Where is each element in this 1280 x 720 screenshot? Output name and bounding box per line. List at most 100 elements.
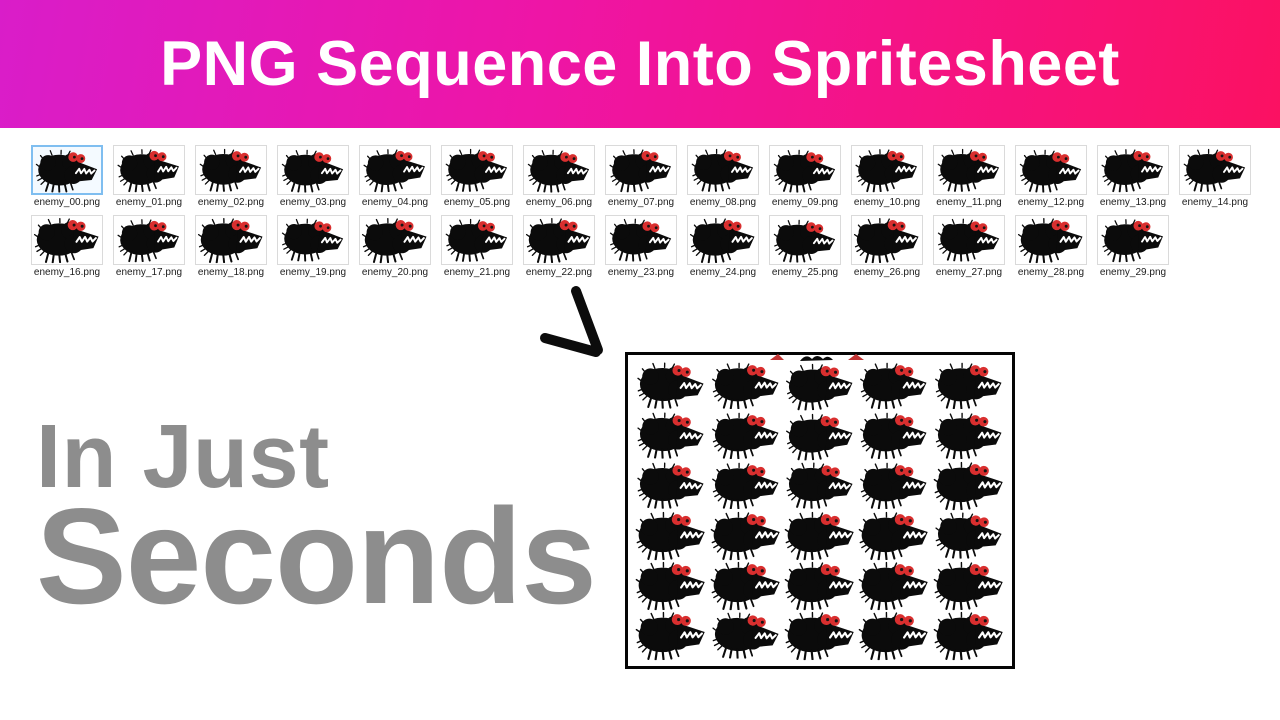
file-thumbnail-image[interactable] (769, 215, 841, 265)
spritesheet-cell (932, 610, 1006, 660)
file-thumbnail[interactable]: enemy_19.png (277, 215, 349, 278)
file-thumbnail[interactable]: enemy_29.png (1097, 215, 1169, 278)
file-thumbnail-image[interactable] (933, 215, 1005, 265)
enemy-sprite-icon (937, 148, 1001, 192)
file-thumbnail-image[interactable] (195, 215, 267, 265)
enemy-sprite-icon (858, 510, 932, 560)
enemy-sprite-icon (361, 216, 429, 264)
file-thumbnail[interactable]: enemy_08.png (687, 145, 759, 208)
file-thumbnail-image[interactable] (1179, 145, 1251, 195)
file-thumbnail-image[interactable] (1015, 215, 1087, 265)
file-thumbnail[interactable]: enemy_11.png (933, 145, 1005, 208)
file-thumbnail-image[interactable] (277, 215, 349, 265)
file-thumbnail[interactable]: enemy_26.png (851, 215, 923, 278)
file-thumbnail[interactable]: enemy_12.png (1015, 145, 1087, 208)
file-thumbnail-image[interactable] (1097, 215, 1169, 265)
enemy-sprite-icon (1018, 148, 1083, 194)
enemy-sprite-icon (116, 217, 181, 263)
file-thumbnail-image[interactable] (605, 145, 677, 195)
file-name-label: enemy_24.png (689, 267, 757, 278)
file-name-label: enemy_26.png (853, 267, 921, 278)
file-thumbnail-image[interactable] (687, 145, 759, 195)
enemy-sprite-icon (689, 216, 757, 264)
file-thumbnail[interactable]: enemy_22.png (523, 215, 595, 278)
enemy-sprite-icon (280, 148, 345, 194)
file-thumbnail[interactable]: enemy_20.png (359, 215, 431, 278)
file-thumbnail-image[interactable] (933, 145, 1005, 195)
file-thumbnail[interactable]: enemy_28.png (1015, 215, 1087, 278)
file-thumbnail-image[interactable] (359, 215, 431, 265)
enemy-sprite-icon (932, 560, 1006, 610)
spritesheet-cell (634, 360, 708, 410)
file-thumbnail[interactable]: enemy_01.png (113, 145, 185, 208)
file-thumbnail[interactable]: enemy_24.png (687, 215, 759, 278)
file-name-label: enemy_06.png (525, 197, 593, 208)
file-thumbnail[interactable]: enemy_10.png (851, 145, 923, 208)
file-name-label: enemy_01.png (115, 197, 183, 208)
file-thumbnail-image[interactable] (113, 215, 185, 265)
spritesheet-cell (857, 560, 931, 610)
enemy-sprite-icon (1100, 217, 1165, 263)
spritesheet-cell (932, 410, 1006, 460)
file-thumbnail[interactable]: enemy_23.png (605, 215, 677, 278)
enemy-sprite-icon (634, 560, 708, 610)
file-thumbnail[interactable]: enemy_00.png (31, 145, 103, 208)
file-thumbnail[interactable]: enemy_06.png (523, 145, 595, 208)
file-thumbnail-image[interactable] (523, 215, 595, 265)
enemy-sprite-icon (635, 410, 707, 459)
file-thumbnail-image[interactable] (1097, 145, 1169, 195)
enemy-sprite-icon (854, 147, 919, 193)
spritesheet-cell (857, 460, 931, 510)
file-thumbnail-image[interactable] (605, 215, 677, 265)
file-thumbnail-image[interactable] (441, 145, 513, 195)
file-name-label: enemy_08.png (689, 197, 757, 208)
enemy-sprite-icon (859, 462, 929, 509)
enemy-sprite-icon (634, 610, 708, 660)
file-thumbnail-image[interactable] (851, 145, 923, 195)
file-thumbnail[interactable]: enemy_21.png (441, 215, 513, 278)
file-thumbnail[interactable]: enemy_18.png (195, 215, 267, 278)
file-thumbnail-image[interactable] (687, 215, 759, 265)
file-thumbnail-image[interactable] (113, 145, 185, 195)
enemy-sprite-icon (691, 148, 755, 192)
enemy-sprite-icon (783, 610, 857, 660)
enemy-sprite-icon (934, 412, 1004, 459)
file-name-label: enemy_17.png (115, 267, 183, 278)
file-thumbnail[interactable]: enemy_14.png (1179, 145, 1251, 208)
file-thumbnail-image[interactable] (1015, 145, 1087, 195)
file-thumbnail-image[interactable] (277, 145, 349, 195)
file-thumbnail-image[interactable] (523, 145, 595, 195)
file-thumbnail[interactable]: enemy_02.png (195, 145, 267, 208)
file-thumbnail[interactable]: enemy_16.png (31, 215, 103, 278)
enemy-sprite-icon (33, 216, 101, 264)
file-thumbnail-image[interactable] (31, 145, 103, 195)
file-thumbnail-image[interactable] (359, 145, 431, 195)
file-name-label: enemy_12.png (1017, 197, 1085, 208)
tagline: In Just Seconds (36, 412, 597, 624)
file-thumbnail[interactable]: enemy_17.png (113, 215, 185, 278)
file-thumbnail-image[interactable] (31, 215, 103, 265)
file-thumbnail[interactable]: enemy_25.png (769, 215, 841, 278)
file-thumbnail-image[interactable] (769, 145, 841, 195)
file-thumbnail[interactable]: enemy_05.png (441, 145, 513, 208)
file-thumbnail[interactable]: enemy_13.png (1097, 145, 1169, 208)
enemy-sprite-icon (772, 218, 837, 264)
spritesheet-cell (634, 410, 708, 460)
file-thumbnail[interactable]: enemy_09.png (769, 145, 841, 208)
file-thumbnail-image[interactable] (441, 215, 513, 265)
enemy-sprite-icon (711, 462, 781, 509)
spritesheet-cell (783, 560, 857, 610)
spritesheet-cell (708, 460, 782, 510)
spritesheet-cell (932, 560, 1006, 610)
file-thumbnail[interactable]: enemy_27.png (933, 215, 1005, 278)
file-thumbnail-image[interactable] (851, 215, 923, 265)
file-thumbnail[interactable]: enemy_07.png (605, 145, 677, 208)
spritesheet-cell (857, 410, 931, 460)
spritesheet-cell (857, 510, 931, 560)
file-thumbnail[interactable]: enemy_04.png (359, 145, 431, 208)
spritesheet-cell (932, 510, 1006, 560)
file-name-label: enemy_27.png (935, 267, 1003, 278)
file-thumbnail[interactable]: enemy_03.png (277, 145, 349, 208)
spritesheet-cell (634, 510, 708, 560)
file-thumbnail-image[interactable] (195, 145, 267, 195)
